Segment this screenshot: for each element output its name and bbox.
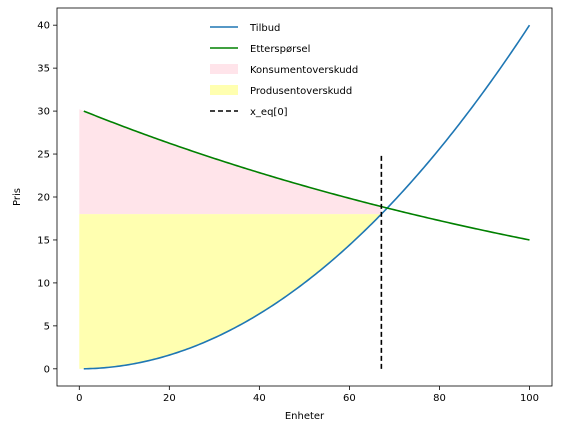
y-tick-label: 10 [37, 278, 50, 289]
legend-label-demand: Etterspørsel [250, 44, 310, 55]
legend-label-supply: Tilbud [249, 23, 280, 34]
y-axis-label: Pris [12, 188, 23, 206]
y-axis-ticks: 0 5 10 15 20 25 30 35 40 [37, 21, 57, 375]
y-tick-label: 25 [37, 150, 50, 161]
series-lines [83, 24, 531, 370]
x-axis-label: Enheter [285, 411, 325, 422]
legend-label-equilibrium: x_eq[0] [250, 107, 288, 118]
surplus-areas [79, 109, 382, 369]
x-tick-label: 80 [433, 393, 446, 404]
x-tick-label: 40 [253, 393, 266, 404]
y-tick-label: 30 [37, 107, 50, 118]
y-tick-label: 15 [37, 235, 50, 246]
y-tick-label: 35 [37, 64, 50, 75]
supply-line [83, 24, 531, 370]
legend-swatch-producer-surplus [210, 85, 238, 95]
producer-surplus-area [79, 214, 382, 369]
y-tick-label: 5 [44, 321, 50, 332]
legend-label-producer-surplus: Produsentoverskudd [250, 86, 352, 97]
x-tick-label: 20 [163, 393, 176, 404]
y-tick-label: 0 [44, 364, 50, 375]
demand-line [83, 110, 530, 241]
legend-swatch-consumer-surplus [210, 64, 238, 74]
x-tick-label: 60 [343, 393, 356, 404]
y-tick-label: 20 [37, 193, 50, 204]
consumer-surplus-area [79, 109, 382, 215]
x-axis-ticks: 0 20 40 60 80 100 [76, 386, 539, 404]
legend-label-consumer-surplus: Konsumentoverskudd [250, 65, 358, 76]
x-tick-label: 100 [520, 393, 539, 404]
x-tick-label: 0 [76, 393, 82, 404]
y-tick-label: 40 [37, 21, 50, 32]
legend: Tilbud Etterspørsel Konsumentoverskudd P… [210, 23, 358, 118]
